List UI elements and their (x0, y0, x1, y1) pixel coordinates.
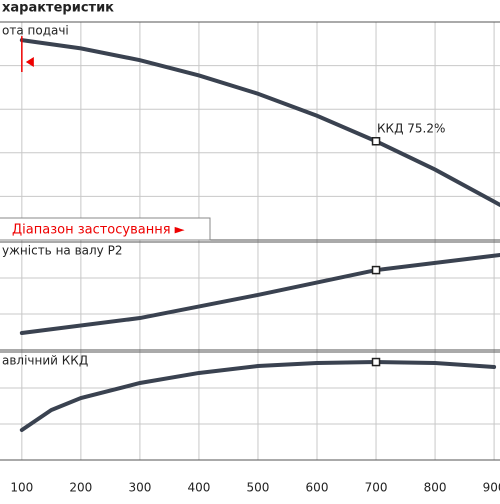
panel-label: ота подачі (2, 24, 69, 38)
x-tick-label: 500 (247, 481, 270, 495)
panel-label: авлічний ККД (2, 354, 88, 368)
range-label: Діапазон застосування ► (12, 223, 185, 238)
curve (19, 38, 500, 207)
x-tick-label: 400 (187, 481, 210, 495)
range-arrow (25, 57, 34, 67)
x-tick-label: 700 (365, 481, 388, 495)
page-title: характеристик (2, 1, 114, 16)
x-tick-label: 800 (424, 481, 447, 495)
operating-point (371, 265, 381, 275)
operating-point (371, 136, 381, 146)
curve (19, 360, 497, 432)
operating-point (371, 357, 381, 367)
curve (19, 252, 500, 336)
panel-label: ужність на валу Р2 (2, 244, 122, 258)
efficiency-annotation: ККД 75.2% (377, 122, 445, 136)
x-tick-label: 200 (69, 481, 92, 495)
x-tick-label: 900 (483, 481, 500, 495)
x-tick-label: 600 (306, 481, 329, 495)
x-tick-label: 100 (10, 481, 33, 495)
x-tick-label: 300 (128, 481, 151, 495)
range-box (0, 217, 211, 241)
